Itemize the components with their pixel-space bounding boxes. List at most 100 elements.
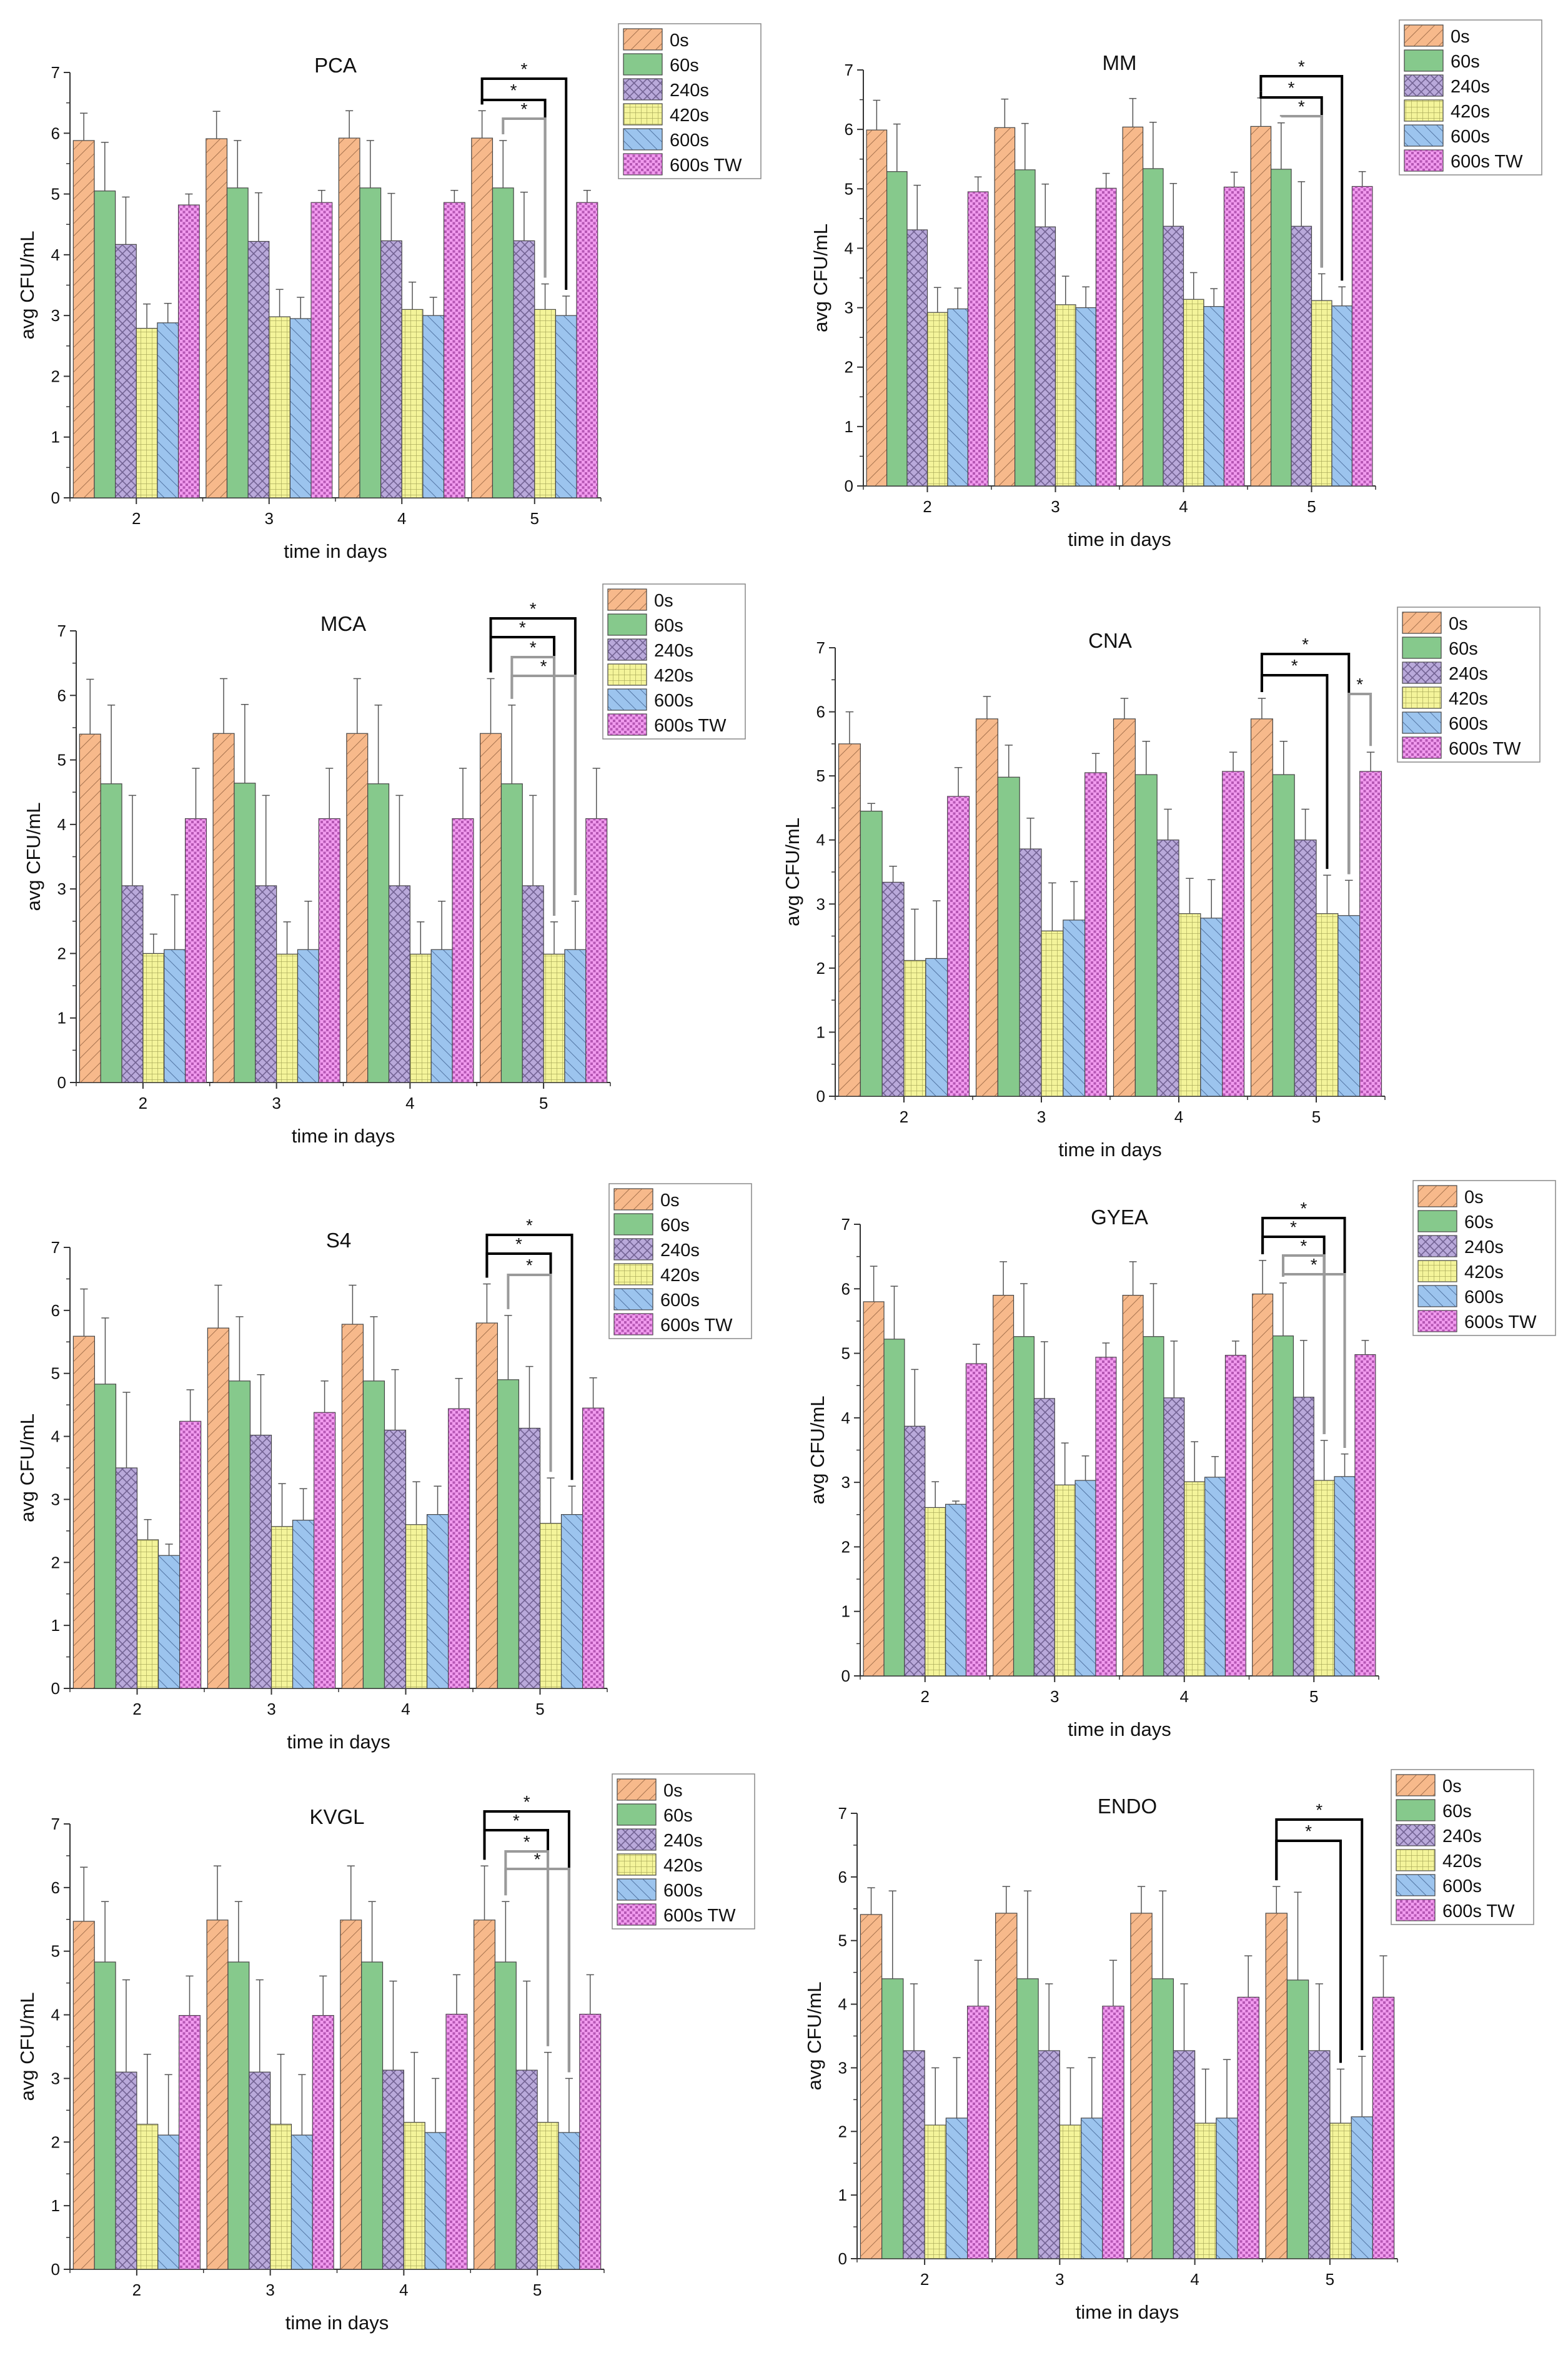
bar-60s <box>228 1380 251 1689</box>
x-tick-label: 5 <box>1307 497 1316 516</box>
bar-60s <box>1151 1978 1174 2259</box>
bar-60s <box>100 783 122 1083</box>
bar-pattern <box>384 1430 406 1688</box>
bar-pattern <box>405 1524 427 1688</box>
y-tick-label: 2 <box>57 944 66 963</box>
legend-label: 600s TW <box>663 1906 736 1926</box>
bar-pattern <box>1041 931 1063 1096</box>
bar-60s <box>494 1961 517 2270</box>
bar-pattern <box>116 1468 137 1688</box>
legend-label: 60s <box>1464 1212 1494 1232</box>
bar-pattern <box>1130 1913 1153 2259</box>
bar-pattern <box>925 1507 946 1676</box>
bar-pattern <box>448 1409 470 1688</box>
y-axis-title: avg CFU/mL <box>803 1982 825 2091</box>
x-tick-label: 4 <box>1180 1687 1189 1706</box>
y-tick-label: 5 <box>51 1942 60 1961</box>
bar-pattern <box>380 240 402 498</box>
bar-60s <box>359 187 382 498</box>
bar-pattern <box>1372 1997 1394 2259</box>
bar-pattern <box>290 319 312 498</box>
bar-pattern <box>427 1514 449 1688</box>
y-tick-label: 2 <box>51 1553 60 1572</box>
bar-pattern <box>838 743 861 1096</box>
legend-label: 420s <box>663 1856 703 1876</box>
bar-60s <box>1142 168 1164 487</box>
bar-pattern <box>410 954 432 1082</box>
bar-pattern <box>537 2122 558 2269</box>
bar-pattern <box>404 2122 425 2269</box>
bar-pattern <box>314 1412 335 1688</box>
bar-pattern <box>555 315 577 498</box>
legend-swatch-pattern <box>1404 150 1443 171</box>
legend-swatch-pattern <box>617 1904 656 1925</box>
x-axis-title: time in days <box>292 1125 395 1147</box>
bar-pattern <box>206 139 227 498</box>
bar-60s <box>1134 774 1158 1097</box>
bar-pattern <box>1163 1397 1184 1676</box>
bar-pattern <box>157 322 179 498</box>
legend: 0s 60s 240s 420s 600s 600s TW <box>612 1773 755 1930</box>
bar-pattern <box>903 2050 925 2259</box>
bar-pattern <box>1222 771 1244 1096</box>
bar-pattern <box>1331 305 1352 486</box>
significance-bracket <box>1281 1254 1326 1435</box>
x-tick-label: 3 <box>265 509 274 528</box>
y-tick-label: 4 <box>57 815 66 834</box>
bar-60s <box>1272 1335 1294 1677</box>
bar-60s <box>227 1961 250 2270</box>
y-tick-label: 0 <box>845 477 853 495</box>
x-axis-title: time in days <box>1076 2301 1179 2323</box>
y-tick-label: 6 <box>57 686 66 705</box>
x-tick-label: 3 <box>265 2281 274 2299</box>
x-tick-label: 5 <box>539 1094 548 1112</box>
y-tick-label: 1 <box>51 2196 60 2215</box>
bar-60s <box>1143 1336 1164 1677</box>
bar-60s <box>94 191 116 498</box>
bar-pattern <box>269 317 290 498</box>
legend-swatch-pattern <box>1396 1850 1435 1871</box>
bar-60s <box>497 1379 520 1689</box>
y-tick-label: 1 <box>57 1009 66 1028</box>
bar-pattern <box>1157 840 1179 1096</box>
significance-star: * <box>1300 1236 1307 1256</box>
y-tick-label: 7 <box>57 622 66 640</box>
bar-60s <box>997 776 1020 1097</box>
y-tick-label: 0 <box>51 2260 60 2279</box>
y-tick-label: 7 <box>51 1815 60 1833</box>
bar-pattern <box>276 954 298 1082</box>
bar-pattern <box>1294 840 1316 1096</box>
y-tick-label: 2 <box>838 2122 847 2141</box>
legend-label: 0s <box>1451 27 1470 47</box>
x-tick-label: 5 <box>1326 2270 1334 2289</box>
legend-swatch-pattern <box>614 1289 653 1310</box>
bar-pattern <box>967 2006 989 2259</box>
chart-title: GYEA <box>1091 1206 1148 1229</box>
x-tick-label: 3 <box>272 1094 280 1112</box>
bar-60s <box>1014 169 1036 487</box>
legend-swatch-pattern <box>623 154 662 175</box>
bar-pattern <box>185 818 207 1082</box>
legend-label: 600s TW <box>1451 152 1523 172</box>
x-tick-label: 2 <box>920 2270 929 2289</box>
legend-swatch-pattern <box>1404 25 1443 46</box>
bar-pattern <box>925 2125 946 2259</box>
significance-star: * <box>1300 1199 1307 1218</box>
y-tick-label: 3 <box>57 879 66 898</box>
legend-label: 600s TW <box>1442 1901 1515 1921</box>
y-axis-title: avg CFU/mL <box>810 224 831 332</box>
significance-star: * <box>530 599 537 618</box>
legend-swatch <box>617 1803 657 1826</box>
legend-swatch <box>613 1213 653 1236</box>
y-tick-label: 2 <box>841 1537 850 1556</box>
bar-pattern <box>1314 1480 1335 1676</box>
legend-swatch-pattern <box>1396 1900 1435 1921</box>
legend-label: 60s <box>1449 639 1478 659</box>
x-tick-label: 4 <box>1190 2270 1199 2289</box>
legend-swatch <box>1402 637 1442 659</box>
x-tick-label: 3 <box>1037 1107 1046 1126</box>
legend-swatch-pattern <box>623 104 662 125</box>
